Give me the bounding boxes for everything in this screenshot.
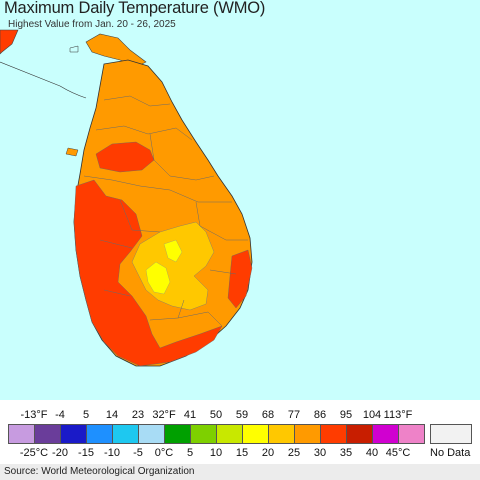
c-label: 30 xyxy=(313,447,327,459)
legend-swatch xyxy=(242,424,269,444)
c-label: -10 xyxy=(104,447,120,459)
c-label: 10 xyxy=(209,447,223,459)
f-label: 5 xyxy=(82,409,90,421)
legend-swatch xyxy=(60,424,87,444)
legend-swatch xyxy=(372,424,399,444)
legend-swatch xyxy=(294,424,321,444)
legend-swatch xyxy=(138,424,165,444)
f-label: 14 xyxy=(105,409,119,421)
c-label: -5 xyxy=(133,447,143,459)
map-title: Maximum Daily Temperature (WMO) xyxy=(4,0,266,17)
legend-swatch xyxy=(216,424,243,444)
source-credit: Source: World Meteorological Organizatio… xyxy=(0,464,480,480)
jaffna-peninsula xyxy=(85,33,147,67)
legend-swatch xyxy=(190,424,217,444)
no-data-label: No Data xyxy=(430,447,471,459)
c-label: 45°C xyxy=(385,447,411,459)
hot-zone-west xyxy=(73,179,223,367)
c-label: 40 xyxy=(365,447,379,459)
c-label: 20 xyxy=(261,447,275,459)
legend: -13°F -4 5 14 23 32°F 41 50 59 68 77 86 … xyxy=(0,400,480,464)
legend-swatch xyxy=(34,424,61,444)
c-label: -25°C xyxy=(19,447,49,459)
district-borders xyxy=(83,95,248,327)
fahrenheit-labels: -13°F -4 5 14 23 32°F 41 50 59 68 77 86 … xyxy=(0,409,480,423)
map-subtitle: Highest Value from Jan. 20 - 26, 2025 xyxy=(8,19,176,30)
highlands-peak xyxy=(163,239,183,263)
f-label: 59 xyxy=(235,409,249,421)
legend-swatch xyxy=(268,424,295,444)
highlands-cool xyxy=(145,261,171,295)
legend-swatch xyxy=(164,424,191,444)
f-label: 95 xyxy=(339,409,353,421)
india-coast-islands xyxy=(0,61,87,99)
c-label: 5 xyxy=(186,447,194,459)
temperature-map: Maximum Daily Temperature (WMO) Highest … xyxy=(0,0,480,400)
f-label: 113°F xyxy=(383,409,413,421)
legend-swatch xyxy=(320,424,347,444)
legend-swatch xyxy=(112,424,139,444)
c-label: -15 xyxy=(78,447,94,459)
c-label: 35 xyxy=(339,447,353,459)
c-label: 15 xyxy=(235,447,249,459)
delft-island xyxy=(69,45,79,53)
f-label: 50 xyxy=(209,409,223,421)
f-label: 32°F xyxy=(152,409,176,421)
f-label: 104 xyxy=(362,409,382,421)
legend-swatch xyxy=(86,424,113,444)
sri-lanka-map xyxy=(0,29,253,367)
f-label: -4 xyxy=(55,409,65,421)
c-label: 0°C xyxy=(154,447,174,459)
no-data-swatch xyxy=(430,424,472,444)
india-landmass xyxy=(0,29,19,55)
c-label: -20 xyxy=(52,447,68,459)
legend-swatch xyxy=(398,424,425,444)
hot-zone-southeast xyxy=(227,249,253,309)
legend-swatch xyxy=(346,424,373,444)
color-scale xyxy=(8,424,425,444)
f-label: 41 xyxy=(183,409,197,421)
f-label: 77 xyxy=(287,409,301,421)
f-label: 68 xyxy=(261,409,275,421)
mannar-island xyxy=(65,147,79,157)
f-label: 23 xyxy=(131,409,145,421)
legend-swatch xyxy=(8,424,35,444)
celsius-labels: -25°C -20 -15 -10 -5 0°C 5 10 15 20 25 3… xyxy=(0,447,480,461)
c-label: 25 xyxy=(287,447,301,459)
f-label: 86 xyxy=(313,409,327,421)
f-label: -13°F xyxy=(20,409,48,421)
